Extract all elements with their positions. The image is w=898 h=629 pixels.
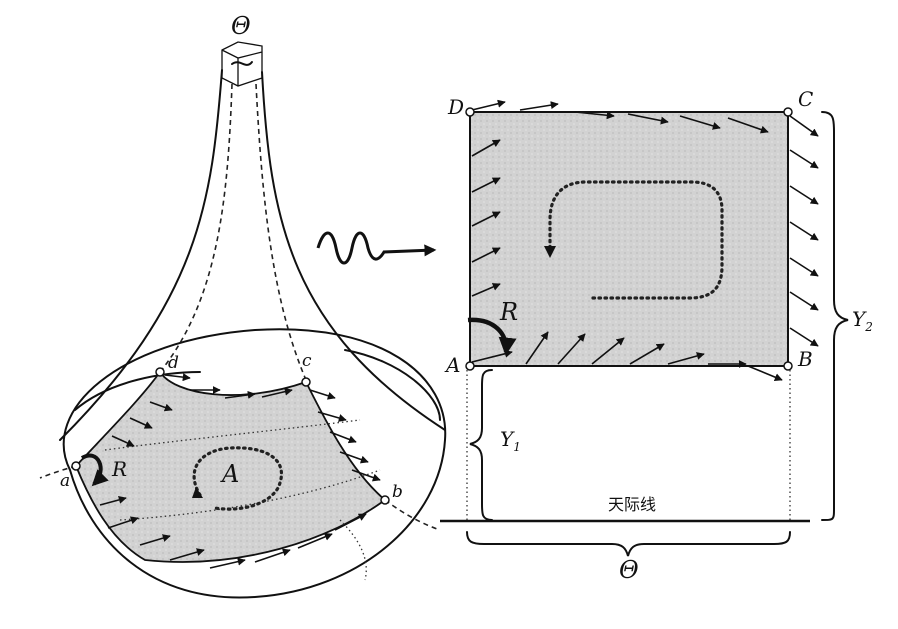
horizon-label: 天际线 xyxy=(608,495,656,514)
flat-theta-label: Θ xyxy=(619,556,639,584)
flat-rotation-arc xyxy=(467,317,517,356)
region-arc-3 xyxy=(339,519,367,581)
seam-left xyxy=(159,83,233,373)
flat-area-loop-head xyxy=(544,246,556,258)
flat-area-loop xyxy=(548,180,724,300)
surface-area-loop xyxy=(192,446,284,511)
surface-label-d: d xyxy=(168,353,179,373)
surface-inner-brim xyxy=(74,371,201,411)
flat-point-C xyxy=(783,107,793,117)
flat-point-B xyxy=(783,361,793,371)
flat-right-vectors xyxy=(789,115,819,347)
surface-figure: Θ a b c d R A xyxy=(39,12,447,599)
y1-brace xyxy=(469,369,493,521)
flat-left-vectors xyxy=(471,139,501,297)
region-arc-2 xyxy=(119,469,381,521)
flat-rotation-label: R xyxy=(499,298,518,326)
surface-point-a xyxy=(71,461,81,471)
flat-figure: A B C D R Y1 Y2 天际线 Θ xyxy=(440,87,873,584)
flat-bottom-vectors xyxy=(471,331,783,381)
surface-area-label: A xyxy=(220,460,239,488)
y1-label: Y1 xyxy=(500,427,521,454)
surface-point-c xyxy=(301,377,311,387)
b-exit-dash xyxy=(384,499,441,531)
y1-label-main: Y xyxy=(500,427,515,451)
surface-label-c: c xyxy=(302,351,312,371)
surface-point-d xyxy=(155,367,165,377)
y2-label-sub: 2 xyxy=(864,320,873,334)
surface-rotation-arc xyxy=(80,453,109,487)
region-arc-1 xyxy=(104,419,361,451)
surface-outer-rim xyxy=(62,328,447,599)
y2-label: Y2 xyxy=(852,307,873,334)
y1-label-sub: 1 xyxy=(513,440,521,454)
surface-label-a: a xyxy=(60,471,70,491)
surface-area-loop-head xyxy=(192,487,203,498)
surface-label-b: b xyxy=(392,482,403,502)
surface-point-b xyxy=(380,495,390,505)
flat-label-A: A xyxy=(444,353,460,377)
y2-label-main: Y xyxy=(852,307,867,331)
flat-label-B: B xyxy=(797,347,813,371)
funnel-top-mark xyxy=(231,61,253,66)
surface-rotation-label: R xyxy=(111,457,127,481)
theta-brace xyxy=(466,531,791,557)
y2-brace xyxy=(821,111,849,521)
flat-top-vectors xyxy=(471,99,769,134)
flat-label-C: C xyxy=(798,87,813,111)
seam-right xyxy=(255,83,307,381)
flat-label-D: D xyxy=(447,95,464,119)
transform-wavy-arrow xyxy=(316,231,437,265)
funnel-right-side xyxy=(261,71,446,431)
flat-region xyxy=(469,111,789,367)
surface-inner-brim-right xyxy=(344,349,441,421)
flat-point-D xyxy=(465,107,475,117)
flat-point-A xyxy=(465,361,475,371)
surface-vectors xyxy=(99,373,381,569)
funnel-left-side xyxy=(59,69,223,441)
surface-theta-label: Θ xyxy=(231,12,251,40)
